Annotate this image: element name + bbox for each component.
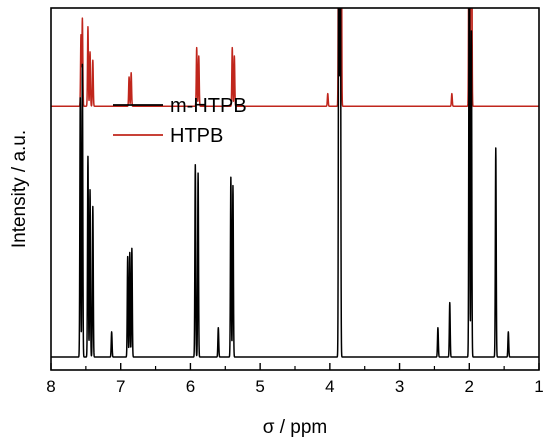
x-axis-ticks: 8 7 6 5 4 3 2 1 [46,363,544,396]
x-tick-label: 3 [395,377,404,396]
legend-label: m-HTPB [170,95,247,117]
x-tick-label: 6 [186,377,195,396]
series-line-m-htpb [51,8,539,358]
x-tick-label: 8 [46,377,55,396]
y-axis-title: Intensity / a.u. [9,130,30,248]
x-axis-title: σ / ppm [263,417,328,438]
x-tick-label: 4 [325,377,334,396]
legend: m-HTPB HTPB [113,95,247,147]
x-tick-label: 1 [534,377,543,396]
plot-background [51,8,539,370]
x-tick-label: 2 [465,377,474,396]
x-tick-label: 5 [255,377,264,396]
x-tick-label: 7 [116,377,125,396]
legend-label: HTPB [170,125,223,147]
